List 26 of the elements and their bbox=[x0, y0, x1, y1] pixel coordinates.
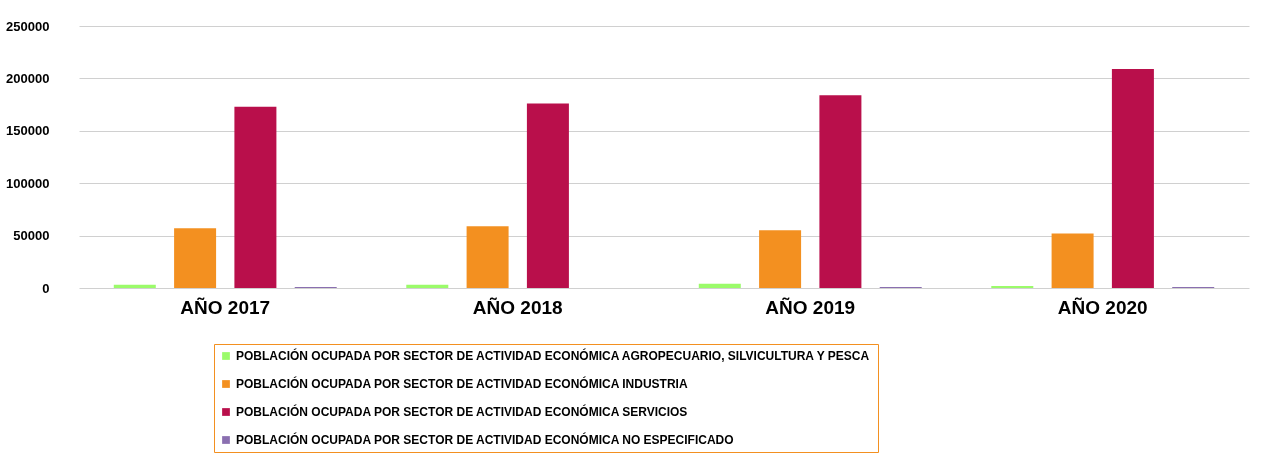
legend-label: POBLACIÓN OCUPADA POR SECTOR DE ACTIVIDAD ECONÓMICA INDUSTRIA bbox=[236, 376, 688, 391]
y-tick-label: 0 bbox=[42, 280, 50, 296]
bar bbox=[759, 230, 802, 288]
x-tick-label: AÑO 2019 bbox=[765, 296, 856, 318]
bar bbox=[406, 284, 449, 288]
x-tick-label: AÑO 2017 bbox=[180, 296, 271, 318]
y-tick-label: 200000 bbox=[6, 70, 50, 86]
bar bbox=[1051, 233, 1094, 288]
bar bbox=[1111, 68, 1154, 288]
bar bbox=[526, 103, 569, 288]
bar bbox=[698, 283, 741, 288]
bar bbox=[466, 226, 509, 288]
bar bbox=[174, 228, 217, 288]
bar bbox=[991, 285, 1034, 288]
legend-label: POBLACIÓN OCUPADA POR SECTOR DE ACTIVIDAD ECONÓMICA SERVICIOS bbox=[236, 404, 688, 419]
y-tick-label: 100000 bbox=[6, 175, 50, 191]
bar bbox=[819, 95, 862, 288]
y-tick-label: 150000 bbox=[6, 123, 50, 139]
x-tick-label: AÑO 2018 bbox=[472, 296, 563, 318]
bar bbox=[234, 106, 277, 288]
legend-label: POBLACIÓN OCUPADA POR SECTOR DE ACTIVIDAD ECONÓMICA AGROPECUARIO, SILVICULTURA Y PESCA bbox=[236, 348, 870, 363]
y-tick-label: 250000 bbox=[6, 18, 50, 34]
y-tick-label: 50000 bbox=[13, 228, 50, 244]
x-tick-label: AÑO 2020 bbox=[1057, 296, 1148, 318]
bar bbox=[113, 284, 156, 288]
legend-label: POBLACIÓN OCUPADA POR SECTOR DE ACTIVIDAD ECONÓMICA NO ESPECIFICADO bbox=[236, 432, 734, 447]
